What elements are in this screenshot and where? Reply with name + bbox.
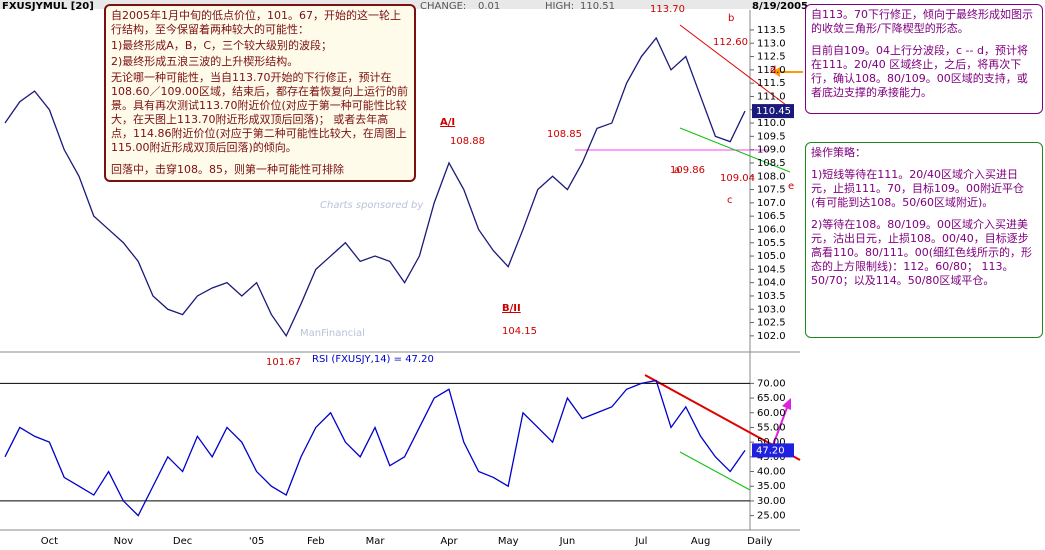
chart-title: FXUSJYMUL [20] [2,1,94,12]
watermark: ManFinancial [300,328,365,339]
last-value-label: 110.45 [756,106,791,117]
y-tick-label: 111.0 [757,91,786,102]
annotation: d [770,65,776,76]
x-tick-label: May [498,536,519,547]
support-line [679,127,791,173]
y-tick-label: 106.5 [757,211,786,222]
arrow-head [772,67,780,77]
header-label: HIGH: [545,1,574,12]
y-tick-label: 102.0 [757,331,786,342]
y-tick-label: 102.5 [757,318,786,329]
y-tick-label: 105.5 [757,238,786,249]
x-tick-label: '05 [249,536,264,547]
y-tick-label: 107.0 [757,198,786,209]
x-tick-label: Dec [173,536,192,547]
annotation: A/I [440,117,455,128]
note-box: 操作策略： 1)短线等待在111。20/40区域介入买进日元，止损111。70，目… [805,142,1043,338]
header-date: 8/19/2005 [752,1,808,12]
y-tick-label: 113.5 [757,25,786,36]
y-tick-label: 70.00 [757,378,786,389]
y-tick-label: 105.0 [757,251,786,262]
note-text: 1)最终形成A，B，C，三个较大级别的波段； [111,39,333,52]
last-value-tag [752,104,794,119]
y-tick-label: 103.0 [757,304,786,315]
x-tick-label: Aug [691,536,711,547]
y-tick-label: 60.00 [757,408,786,419]
note-box: 自113。70下行修正，倾向于最终形成如图示的收敛三角形/下降楔型的形态。目前自… [805,4,1043,114]
annotation: 109.04 [720,173,755,184]
annotation: b [728,13,734,24]
y-tick-label: 112.5 [757,52,786,63]
annotation: 112.60 [713,37,748,48]
rsi-title: RSI (FXUSJY,14) = 47.20 [312,354,434,365]
y-tick-label: 112.0 [757,65,786,76]
watermark: Charts sponsored by [320,200,424,211]
header-label: CHANGE: [420,1,466,12]
last-value-tag [752,443,794,458]
x-tick-label: Daily [747,536,772,547]
y-tick-label: 30.00 [757,496,786,507]
y-tick-label: 40.00 [757,467,786,478]
y-tick-label: 25.00 [757,511,786,522]
annotation: 108.88 [450,136,485,147]
annotation: 113.70 [650,4,685,15]
note-text: 操作策略： [811,146,866,159]
y-tick-label: 35.00 [757,481,786,492]
last-value-label: 47.20 [756,445,785,456]
annotation: a [674,165,680,176]
annotation: 104.15 [502,326,537,337]
x-tick-label: Nov [114,536,134,547]
y-tick-label: 65.00 [757,393,786,404]
note-box: 自2005年1月中旬的低点价位，101。67，开始的这一轮上行结构，至今保留着两… [104,4,416,182]
header-value: 110.51 [580,1,615,12]
y-tick-label: 111.5 [757,78,786,89]
note-text: 回落中，击穿108。85，则第一种可能性可排除 [111,163,344,176]
y-tick-label: 107.5 [757,185,786,196]
y-tick-label: 109.5 [757,131,786,142]
note-text: 1)短线等待在111。20/40区域介入买进日元，止损111。70，目标109。… [811,168,1024,209]
note-text: 无论哪一种可能性，当自113.70开始的下行修正，预计在108.60／109.0… [111,71,408,154]
x-tick-label: Feb [307,536,325,547]
header-value: 0.01 [478,1,500,12]
y-tick-label: 106.0 [757,224,786,235]
y-tick-label: 103.5 [757,291,786,302]
annotation: c [727,195,733,206]
data-line [4,379,746,517]
note-text: 自113。70下行修正，倾向于最终形成如图示的收敛三角形/下降楔型的形态。 [811,8,1033,35]
y-tick-label: 104.0 [757,278,786,289]
y-tick-label: 55.00 [757,422,786,433]
note-text: 自2005年1月中旬的低点价位，101。67，开始的这一轮上行结构，至今保留着两… [111,9,401,36]
y-tick-label: 110.0 [757,118,786,129]
x-tick-label: Jun [559,536,576,547]
note-text: 2)最终形成五浪三波的上升楔形结构。 [111,55,299,68]
resistance-line [679,24,791,109]
note-text: 2)等待在108。80/109。00区域介入买进美元，沽出日元，止损108。00… [811,218,1032,287]
x-tick-label: Mar [366,536,386,547]
arrow-head [782,398,791,410]
annotation: 101.67 [266,357,301,368]
x-tick-label: Apr [440,536,458,547]
data-line [4,36,746,338]
annotation: 109.86 [670,165,705,176]
y-tick-label: 109.0 [757,145,786,156]
y-tick-label: 108.5 [757,158,786,169]
y-tick-label: 50.00 [757,437,786,448]
annotation: B/II [502,303,521,314]
annotation: e [788,181,794,192]
arrow [771,404,789,449]
x-tick-label: Oct [41,536,58,547]
annotation: 108.85 [547,129,582,140]
y-tick-label: 113.0 [757,38,786,49]
y-tick-label: 104.5 [757,264,786,275]
y-tick-label: 108.0 [757,171,786,182]
x-tick-label: Jul [634,536,647,547]
rsi-trend-line [679,451,751,491]
note-text: 目前自109。04上行分波段，c -- d，预计将在111。20/40 区域终止… [811,44,1028,99]
